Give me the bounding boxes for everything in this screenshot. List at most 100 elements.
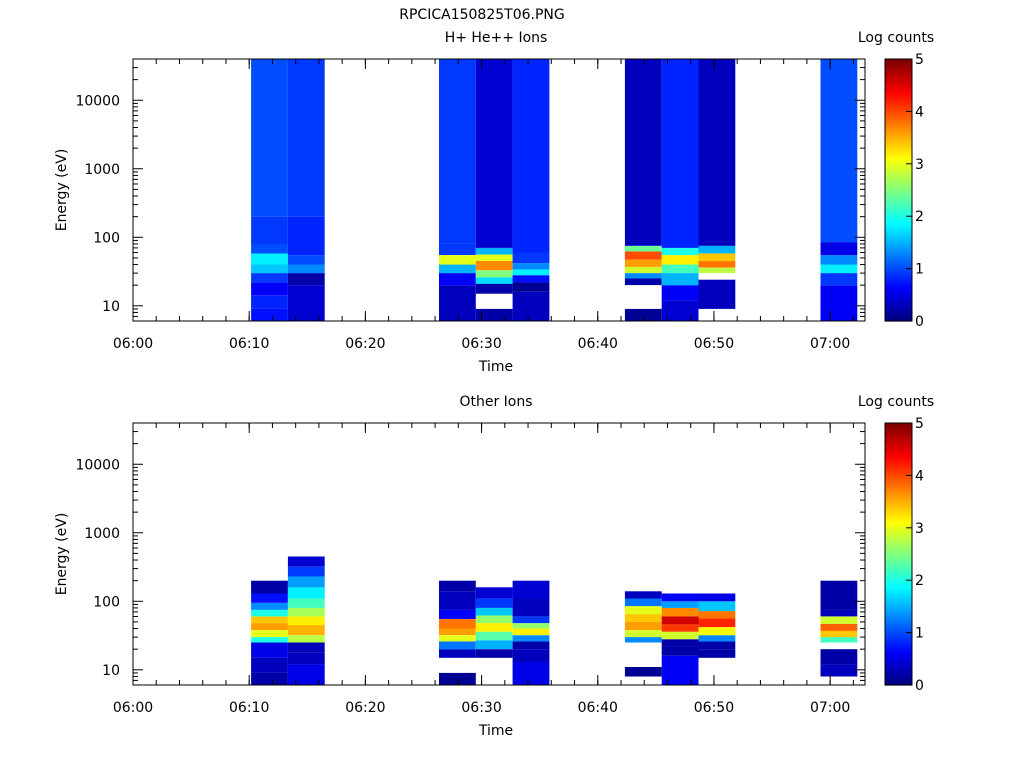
heatmap-cell <box>475 261 513 271</box>
colorbar-segment <box>885 449 912 453</box>
heatmap-cell <box>287 587 325 599</box>
colorbar-segment <box>885 318 912 322</box>
heatmap-cell <box>251 630 288 638</box>
heatmap-cell <box>287 59 325 217</box>
colorbar-segment <box>885 462 912 466</box>
colorbar-segment <box>885 121 912 126</box>
heatmap-cell <box>624 637 662 643</box>
colorbar-segment <box>885 61 912 65</box>
colorbar-segment <box>885 263 912 267</box>
heatmap-cell <box>624 273 662 279</box>
colorbar-segment <box>885 619 912 623</box>
heatmap-cell <box>512 291 550 321</box>
colorbar-segment <box>885 669 912 673</box>
colorbar-segment <box>885 572 912 576</box>
chart-title: H+ He++ Ions <box>445 30 548 46</box>
heatmap-cell <box>820 609 858 617</box>
heatmap-cell <box>698 635 736 642</box>
colorbar-segment <box>885 213 912 217</box>
heatmap-cell <box>439 609 476 619</box>
colorbar-segment <box>885 632 912 636</box>
y-tick-label: 100 <box>93 230 120 246</box>
heatmap-cell <box>820 616 858 624</box>
heatmap-cell <box>439 59 476 244</box>
colorbar-segment <box>885 648 912 652</box>
colorbar-segment <box>885 95 912 99</box>
heatmap-cell <box>698 627 736 636</box>
colorbar-segment <box>885 234 912 238</box>
x-tick-label: 07:00 <box>810 336 850 352</box>
colorbar-tick-label: 2 <box>915 573 924 589</box>
colorbar-segment <box>885 179 912 183</box>
colorbar-segment <box>885 464 912 469</box>
colorbar-segment <box>885 580 912 584</box>
x-tick-label: 06:00 <box>113 700 153 716</box>
heatmap-cell <box>820 637 858 643</box>
colorbar-segment <box>885 239 912 243</box>
colorbar-segment <box>885 247 912 251</box>
heatmap-cell <box>251 273 288 283</box>
heatmap-cell <box>512 580 550 599</box>
colorbar-segment <box>885 624 912 628</box>
colorbar-segment <box>885 260 912 264</box>
heatmap-cell <box>287 264 325 274</box>
heatmap-cell <box>820 580 858 610</box>
colorbar-segment <box>885 242 912 246</box>
colorbar-segment <box>885 310 912 314</box>
colorbar-segment <box>885 218 912 223</box>
colorbar-segment <box>885 457 912 461</box>
colorbar-segment <box>885 590 912 594</box>
heatmap-cell <box>439 672 476 685</box>
heatmap-cell <box>475 615 513 624</box>
colorbar-segment <box>885 635 912 639</box>
colorbar-segment <box>885 161 912 165</box>
colorbar-segment <box>885 64 912 68</box>
heatmap-cell <box>820 273 858 286</box>
heatmap-cell <box>661 247 699 256</box>
colorbar-segment <box>885 59 912 63</box>
heatmap-cell <box>439 628 476 636</box>
colorbar-segment <box>885 187 912 191</box>
x-tick-label: 06:20 <box>345 336 385 352</box>
heatmap-cell <box>475 607 513 616</box>
heatmap-cell <box>698 618 736 628</box>
heatmap-cell <box>624 606 662 615</box>
heatmap-cell <box>251 282 288 296</box>
colorbar-segment <box>885 582 912 587</box>
colorbar-tick-label: 5 <box>915 416 924 432</box>
heatmap-cell <box>439 243 476 255</box>
colorbar-segment <box>885 679 912 683</box>
heatmap-cell <box>820 664 858 677</box>
colorbar-frame <box>884 58 913 322</box>
colorbar-segment <box>885 546 912 550</box>
heatmap-cell <box>624 614 662 622</box>
heatmap-cell <box>251 657 288 673</box>
colorbar-segment <box>885 574 912 579</box>
colorbar-segment <box>885 598 912 602</box>
colorbar-segment <box>885 250 912 254</box>
colorbar-segment <box>885 284 912 288</box>
y-tick-label: 10000 <box>75 457 120 473</box>
heatmap-cell <box>820 285 858 321</box>
heatmap-cell <box>661 601 699 608</box>
colorbar-segment <box>885 454 912 458</box>
heatmap-cell <box>251 642 288 658</box>
heatmap-cell <box>475 631 513 641</box>
colorbar: 0 1 2 3 4 5 <box>884 416 924 694</box>
colorbar-segment <box>885 300 912 304</box>
heatmap-cell <box>512 269 550 276</box>
colorbar-segment <box>885 525 912 529</box>
heatmap-cell <box>512 598 550 617</box>
colorbar-segment <box>885 182 912 186</box>
colorbar-segment <box>885 69 912 73</box>
colorbar-segment <box>885 664 912 668</box>
colorbar-segment <box>885 79 912 84</box>
colorbar-segment <box>885 475 912 479</box>
heatmap-cell <box>475 270 513 278</box>
colorbar-segment <box>885 569 912 573</box>
colorbar-segment <box>885 658 912 663</box>
colorbar-segment <box>885 276 912 280</box>
heatmap-cell <box>287 273 325 286</box>
panel-hplus-heplus: H+ He++ Ions Time Energy (eV) Log counts… <box>54 30 934 375</box>
